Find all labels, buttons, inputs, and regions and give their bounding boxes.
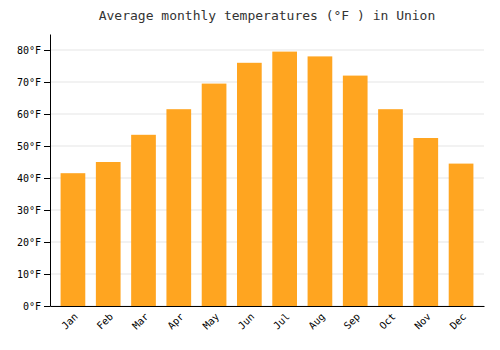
tick: Oct — [377, 311, 398, 332]
grid-line — [50, 82, 484, 83]
tick: Dec — [448, 311, 469, 332]
grid — [50, 50, 484, 306]
bar — [96, 162, 121, 306]
tick: Nov — [412, 311, 433, 332]
tick-label: Jul — [271, 311, 292, 332]
tick-mark — [44, 114, 50, 115]
tick-label: May — [201, 311, 222, 332]
bar — [272, 52, 297, 306]
grid-line — [50, 114, 484, 115]
tick: May — [201, 311, 222, 332]
grid-line — [50, 50, 484, 51]
title: Average monthly temperatures (°F ) in Un… — [99, 8, 436, 23]
tick-label: Oct — [377, 311, 398, 332]
tick-label: Nov — [412, 311, 433, 332]
bar — [413, 138, 438, 306]
tick-label: 20°F — [17, 237, 41, 248]
tick: Jul — [271, 311, 292, 332]
tick-label: 10°F — [17, 269, 41, 280]
tick-label: Apr — [165, 311, 186, 332]
tick: 0°F — [23, 301, 50, 312]
tick: 10°F — [17, 269, 50, 280]
plot: 0°F 10°F 20°F 30°F 40°F 50°F 60°F 70°F 80°F Jan Fe… — [17, 35, 485, 332]
tick-label: 30°F — [17, 205, 41, 216]
tick: Jun — [236, 311, 257, 332]
tick-mark — [44, 242, 50, 243]
tick-label: Jan — [59, 311, 80, 332]
tick: Mar — [130, 311, 151, 332]
tick: 80°F — [17, 45, 50, 56]
tick-label: 60°F — [17, 109, 41, 120]
bar — [378, 109, 403, 306]
tick-label: Aug — [306, 311, 327, 332]
bar — [202, 84, 227, 306]
tick: 40°F — [17, 173, 50, 184]
bar — [61, 173, 86, 306]
tick-label: Feb — [95, 311, 116, 332]
tick: Jan — [59, 311, 80, 332]
bar — [166, 109, 191, 306]
tick: 20°F — [17, 237, 50, 248]
tick: Sep — [342, 311, 363, 332]
tick-mark — [44, 210, 50, 211]
tick-mark — [44, 82, 50, 83]
bar — [308, 56, 333, 306]
x-axis: Jan Feb Mar Apr May Jun Jul Aug Sep Oct Nov Dec — [51, 307, 485, 332]
tick-mark — [44, 306, 50, 307]
tick: 30°F — [17, 205, 50, 216]
tick-label: Dec — [448, 311, 469, 332]
bar — [343, 76, 368, 306]
bar — [237, 63, 262, 306]
tick-label: 0°F — [23, 301, 41, 312]
tick-label: 50°F — [17, 141, 41, 152]
bar — [131, 135, 156, 306]
axis-line — [51, 306, 485, 307]
bar — [449, 164, 474, 306]
tick-label: Jun — [236, 311, 257, 332]
tick: 50°F — [17, 141, 50, 152]
y-axis: 0°F 10°F 20°F 30°F 40°F 50°F 60°F 70°F 80°F — [17, 35, 51, 312]
tick: 60°F — [17, 109, 50, 120]
tick-label: Mar — [130, 311, 151, 332]
tick-mark — [44, 146, 50, 147]
tick: Aug — [306, 311, 327, 332]
tick-mark — [44, 50, 50, 51]
tick-label: 70°F — [17, 77, 41, 88]
tick: Feb — [95, 311, 116, 332]
tick-mark — [44, 274, 50, 275]
tick: Apr — [165, 311, 186, 332]
tick-label: 40°F — [17, 173, 41, 184]
bars — [61, 52, 474, 306]
tick-label: 80°F — [17, 45, 41, 56]
chart: 0°F 10°F 20°F 30°F 40°F 50°F 60°F 70°F 80°F Jan Fe… — [0, 0, 500, 350]
tick: 70°F — [17, 77, 50, 88]
axis-line — [50, 35, 51, 307]
tick-mark — [44, 178, 50, 179]
tick-label: Sep — [342, 311, 363, 332]
